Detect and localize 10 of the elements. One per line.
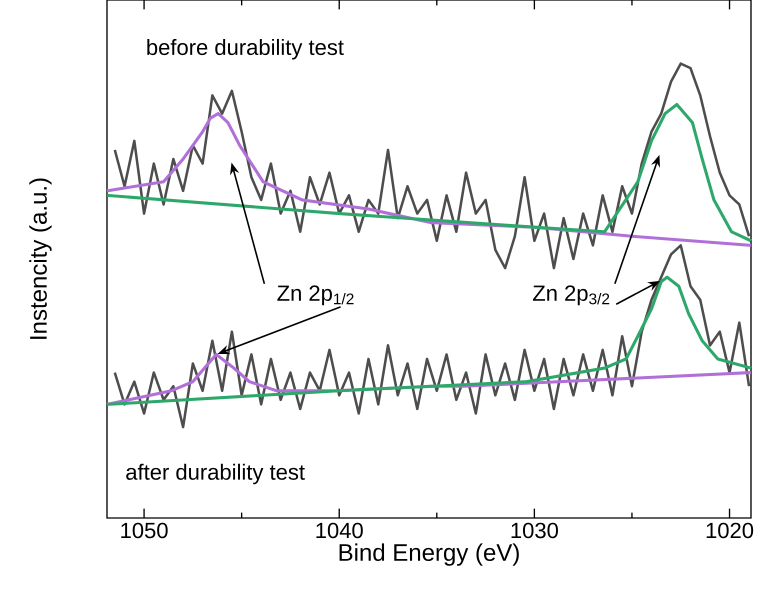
annotation: Zn 2p$_{3/2}$ bbox=[533, 285, 610, 306]
annotation: Zn 2p$_{1/2}$ bbox=[277, 285, 354, 306]
annotation: after durability test bbox=[126, 464, 305, 484]
x-axis-title: Bind Energy (eV) bbox=[340, 543, 519, 566]
x-tick-label: 1020 bbox=[706, 522, 754, 538]
text: before durability test bbox=[147, 38, 344, 60]
x-tick-label: 1030 bbox=[512, 522, 558, 538]
x-tick-label: 1040 bbox=[316, 522, 363, 538]
y-axis-title: Instencity (a.u.) bbox=[29, 178, 52, 339]
x-tick-label: 1050 bbox=[121, 522, 168, 538]
